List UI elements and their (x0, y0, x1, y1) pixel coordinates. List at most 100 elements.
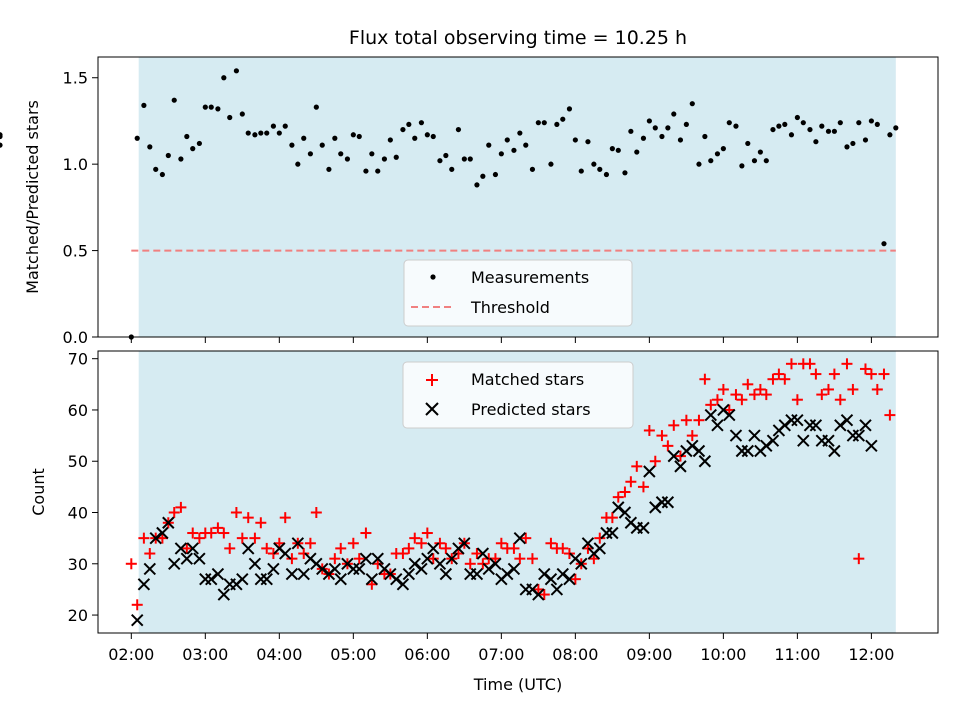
x-tick-label: 08:00 (552, 645, 598, 664)
measurement-point (788, 132, 795, 138)
top-legend: Measurements Threshold (403, 259, 633, 327)
matched-star-point (310, 507, 322, 519)
predicted-star-point (415, 562, 428, 576)
chart-title: Flux total observing time = 10.25 h (349, 27, 687, 49)
measurement-point (770, 126, 776, 133)
matched-star-point (686, 430, 698, 442)
y-tick-label: 0.0 (63, 328, 88, 347)
measurement-point (480, 173, 486, 179)
matched-star-point (582, 542, 594, 554)
predicted-star-point (143, 562, 157, 576)
predicted-star-point (168, 557, 181, 570)
matched-star-point (255, 517, 267, 529)
x-tick-label: 09:00 (626, 645, 672, 664)
measurement-point (807, 126, 813, 133)
measurement-point (622, 170, 628, 176)
measurement-point (381, 156, 388, 162)
matched-star-point (372, 558, 384, 570)
measurement-point (282, 123, 288, 129)
predicted-star-point (439, 567, 453, 581)
matched-star-point (557, 542, 569, 554)
measurement-point (190, 146, 196, 152)
measurement-point (794, 114, 800, 121)
predicted-star-point (445, 552, 458, 565)
matched-star-point (538, 589, 550, 601)
predicted-star-point (606, 526, 619, 540)
bottom-marks (125, 358, 896, 627)
measurement-point (159, 171, 165, 178)
predicted-star-point (741, 444, 755, 458)
measurement-point (147, 144, 153, 150)
measurement-point (171, 97, 177, 103)
measurement-point (578, 168, 584, 174)
predicted-star-point (260, 572, 273, 586)
predicted-star-point (156, 526, 169, 540)
matched-star-point (760, 389, 772, 401)
matched-star-point (125, 558, 137, 570)
matched-star-point (711, 394, 723, 406)
predicted-star-point (556, 567, 569, 581)
x-tick-label: 02:00 (108, 645, 154, 664)
matched-star-point (205, 527, 217, 539)
measurement-point (837, 120, 843, 126)
matched-star-point (822, 383, 834, 395)
measurement-point (868, 118, 874, 124)
predicted-star-point (822, 434, 835, 447)
measurement-point (424, 132, 430, 138)
matched-star-point (717, 383, 729, 395)
matched-star-point (508, 542, 520, 554)
measurement-point (572, 137, 578, 143)
y-tick-label: 30 (68, 555, 88, 574)
measurement-point (856, 120, 862, 126)
measurement-point (307, 151, 314, 157)
measurement-point (412, 135, 418, 141)
matched-star-point (662, 440, 674, 452)
measurement-point (134, 135, 140, 141)
predicted-star-point (217, 588, 231, 601)
matched-star-point (767, 373, 779, 385)
top-panel: 0.0 0.5 1.0 1.5 Flux total observing time =… (0, 27, 939, 347)
y-tick-label: 20 (68, 606, 88, 625)
predicted-star-point (353, 562, 366, 576)
matched-star-point (884, 409, 896, 421)
matched-star-point (656, 430, 668, 442)
predicted-star-point (137, 578, 151, 591)
matched-star-point (230, 507, 242, 519)
matched-star-point (754, 383, 766, 395)
measurement-point (0, 142, 3, 148)
measurement-point (652, 125, 658, 131)
matched-star-point (273, 537, 285, 549)
x-tick-label: 05:00 (330, 645, 376, 664)
bottom-legend-box (402, 361, 634, 429)
predicted-star-point (507, 562, 521, 576)
measurement-point (356, 133, 362, 140)
matched-star-point (859, 363, 871, 375)
x-tick-label: 03:00 (182, 645, 228, 664)
x-tick-label: 06:00 (404, 645, 450, 664)
measurement-point (696, 161, 702, 167)
predicted-star-point (267, 562, 280, 576)
matched-star-point (434, 537, 446, 549)
matched-star-point (427, 553, 439, 565)
x-tick-label: 11:00 (774, 645, 820, 664)
matched-star-point (520, 532, 532, 544)
matched-star-point (526, 553, 538, 565)
measurement-point (591, 161, 597, 167)
matched-star-point (674, 450, 686, 462)
matched-star-point (563, 548, 575, 560)
predicted-star-point (643, 465, 656, 478)
measurement-point (504, 137, 510, 143)
measurement-point (609, 146, 615, 152)
predicted-star-point (723, 408, 736, 422)
matched-star-point (865, 368, 877, 380)
y-tick-label: 40 (68, 504, 88, 523)
predicted-star-point (365, 572, 379, 586)
matched-star-point (249, 532, 261, 544)
measurement-point (202, 104, 208, 110)
measurement-point (498, 151, 504, 157)
predicted-star-point (328, 562, 342, 576)
measurement-point (702, 133, 708, 140)
predicted-star-point (193, 552, 206, 565)
measurement-point (252, 132, 258, 138)
measurement-point (560, 116, 566, 122)
